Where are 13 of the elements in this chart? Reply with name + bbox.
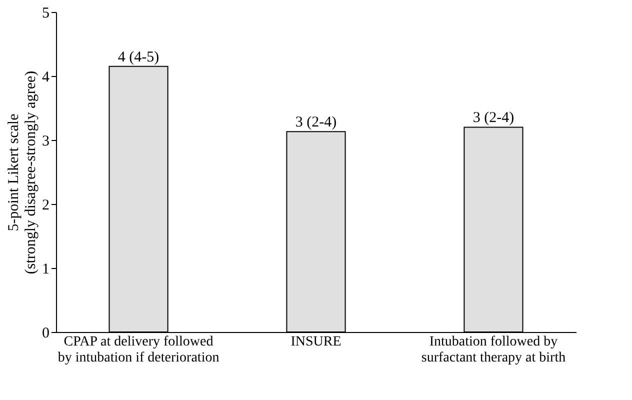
y-tick-label: 2: [42, 198, 50, 214]
x-tick-label: INSURE: [290, 334, 342, 350]
data-label: 3 (2-4): [472, 110, 514, 126]
data-label: 3 (2-4): [295, 114, 337, 131]
y-tick-label: 1: [42, 262, 50, 278]
x-tick-label: Intubation followed by surfactant therapy at birth: [421, 334, 566, 366]
y-tick-label: 5: [42, 6, 50, 22]
data-label: 4 (4-5): [118, 49, 160, 66]
y-tick-label: 3: [42, 134, 50, 150]
y-tick-label: 4: [42, 70, 50, 86]
x-tick-label: CPAP at delivery followed by intubation if deterioration: [58, 334, 220, 366]
y-axis-title: 5-point Likert scale (strongly disagree-strongly agree): [6, 70, 39, 274]
y-tick-label: 0: [42, 326, 50, 342]
